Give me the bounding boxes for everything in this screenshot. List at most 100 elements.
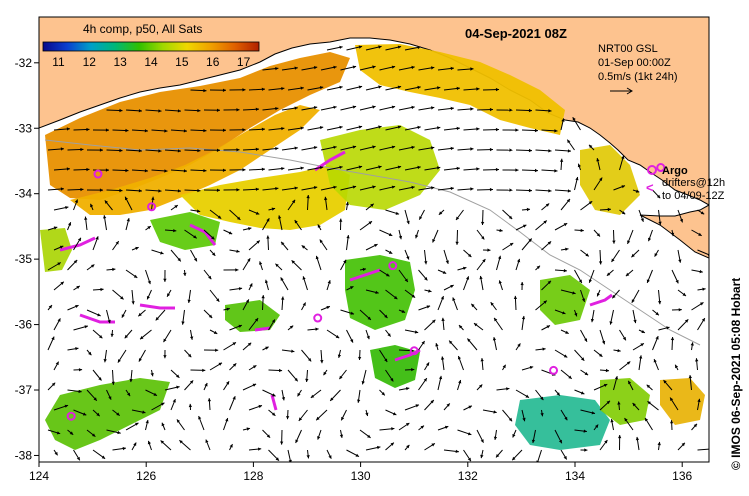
- latitude-tick-label: -33: [15, 121, 33, 135]
- current-vector-head: [236, 249, 240, 253]
- current-vector-head: [300, 86, 304, 90]
- current-vector-head: [286, 416, 290, 420]
- current-vector-head: [618, 435, 622, 439]
- current-vector-head: [567, 139, 571, 144]
- current-vector-head: [294, 377, 298, 382]
- current-vector-head: [470, 187, 474, 191]
- current-vector-head: [621, 155, 625, 159]
- current-vector-head: [419, 216, 423, 220]
- current-vector-head: [392, 412, 397, 416]
- current-vector-head: [258, 404, 262, 409]
- current-vector-head: [57, 318, 61, 322]
- current-vector-head: [217, 215, 222, 219]
- current-vector-head: [275, 147, 279, 151]
- current-vector-head: [417, 125, 421, 130]
- current-vector-head: [391, 65, 396, 69]
- current-vector-head: [105, 168, 109, 172]
- current-vector-head: [355, 453, 359, 457]
- current-vector-head: [666, 326, 670, 330]
- current-vector-head: [222, 168, 226, 172]
- current-vector-head: [248, 227, 252, 231]
- current-vector-head: [291, 349, 295, 353]
- current-vector-head: [222, 128, 226, 132]
- current-vector-head: [604, 440, 608, 444]
- current-vector-head: [121, 314, 125, 318]
- current-vector-head: [406, 444, 410, 449]
- drifter-tracks: [59, 150, 613, 411]
- current-vector-head: [101, 455, 106, 459]
- current-vector-head: [64, 404, 69, 408]
- current-vector-head: [339, 165, 343, 169]
- current-vector-head: [589, 144, 593, 149]
- current-vector-head: [590, 318, 595, 323]
- current-vector-head: [455, 241, 459, 245]
- current-vector-head: [388, 232, 393, 236]
- current-vector-head: [596, 233, 600, 237]
- current-vector-head: [426, 362, 430, 366]
- current-vector-head: [482, 259, 486, 263]
- current-vector-head: [480, 439, 484, 443]
- current-vector-head: [155, 317, 159, 321]
- sst-patch-green-center: [345, 255, 415, 330]
- current-vector-head: [411, 145, 415, 150]
- current-vector-head: [635, 189, 640, 193]
- current-vector-head: [627, 240, 631, 244]
- current-vector-head: [80, 147, 84, 152]
- current-vector-head: [350, 339, 354, 343]
- current-vector-head: [391, 105, 396, 109]
- current-vector-head: [625, 272, 630, 277]
- current-vector-head: [190, 336, 194, 340]
- current-vector-head: [236, 108, 240, 112]
- current-vector-head: [468, 253, 472, 257]
- current-vector-head: [621, 211, 626, 215]
- current-vector-head: [228, 231, 233, 235]
- current-vector-head: [84, 216, 88, 220]
- current-vector-head: [397, 165, 402, 169]
- current-vector-head: [700, 211, 705, 215]
- current-vector-head: [437, 86, 441, 90]
- current-vector-head: [216, 148, 220, 152]
- current-vector-head: [572, 117, 576, 121]
- current-vector-head: [255, 187, 259, 191]
- current-vector-head: [479, 275, 483, 280]
- current-vector-head: [266, 434, 271, 438]
- current-vector-head: [670, 420, 674, 424]
- argo-float-marker: [656, 163, 666, 173]
- current-vector-head: [315, 255, 319, 260]
- current-vector-head: [405, 423, 410, 427]
- current-vector-head: [670, 397, 674, 401]
- current-vector-head: [198, 416, 202, 420]
- current-vector-head: [584, 448, 588, 452]
- current-vector-head: [540, 396, 544, 401]
- current-vector-head: [122, 446, 126, 451]
- current-vector-head: [242, 88, 246, 92]
- current-vector-head: [513, 295, 518, 299]
- current-vector-head: [164, 129, 168, 133]
- current-vector-head: [176, 385, 180, 389]
- current-vector-head: [489, 147, 493, 152]
- current-vector-head: [437, 166, 441, 170]
- sst-patch-north-central: [355, 44, 565, 135]
- current-vector-head: [670, 232, 675, 237]
- drifter-track: [189, 223, 217, 246]
- current-vector-head: [226, 381, 230, 385]
- drifter-track: [59, 236, 96, 252]
- current-vector-head: [445, 260, 449, 264]
- drifter-track: [254, 326, 271, 332]
- drifter-track: [349, 268, 381, 282]
- current-vector-head: [110, 333, 114, 337]
- current-vector-head: [494, 317, 498, 322]
- current-vector-head: [252, 383, 257, 387]
- current-vector-head: [648, 237, 652, 242]
- current-vector-head: [160, 440, 164, 444]
- current-vector-head: [232, 342, 236, 346]
- current-vector-head: [135, 246, 139, 250]
- current-vector-head: [330, 397, 334, 401]
- current-vector-head: [275, 67, 279, 71]
- current-vector-head: [584, 372, 589, 376]
- current-vector-head: [450, 285, 454, 288]
- argo-float-marker: [66, 411, 76, 421]
- current-vector-head: [580, 391, 585, 395]
- current-vector-head: [205, 439, 209, 443]
- current-vector-head: [480, 358, 484, 362]
